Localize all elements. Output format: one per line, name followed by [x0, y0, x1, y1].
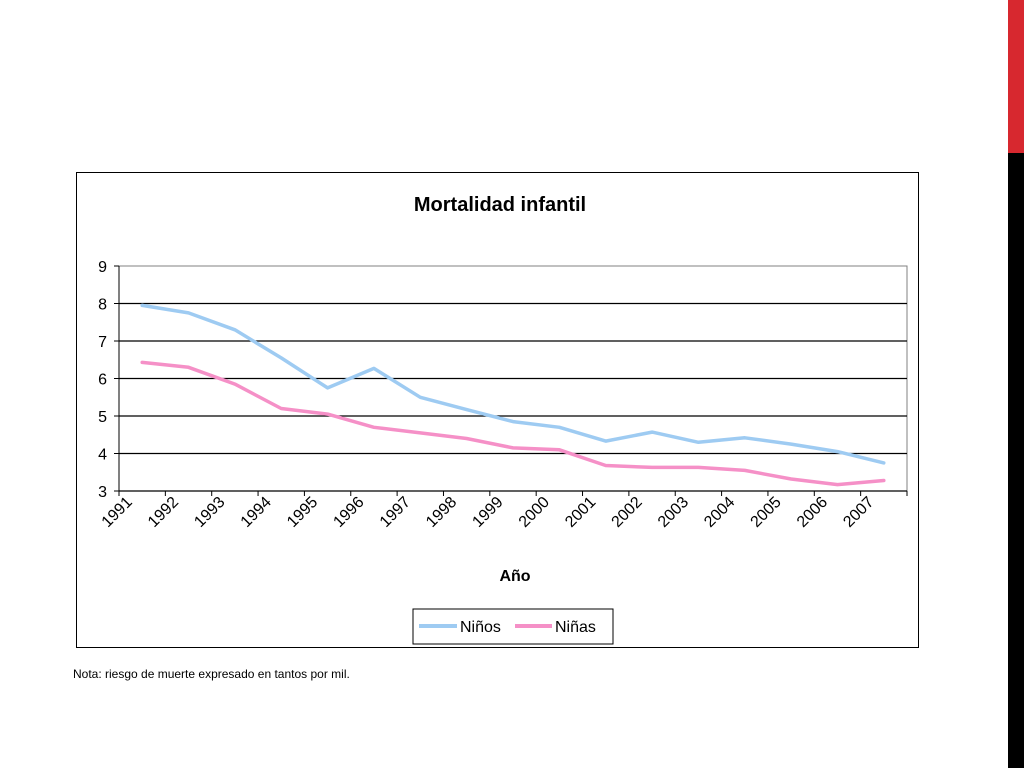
x-tick-label: 2004 — [701, 494, 738, 531]
y-tick-label: 8 — [98, 297, 107, 314]
x-tick-label: 1995 — [284, 494, 321, 531]
x-tick-label: 1999 — [469, 494, 506, 531]
y-tick-label: 7 — [98, 334, 107, 351]
gridlines — [119, 302, 907, 455]
y-tick-label: 3 — [98, 484, 107, 501]
x-tick-label: 1998 — [423, 494, 460, 531]
x-tick-label: 2007 — [840, 494, 877, 531]
x-tick-label: 1992 — [145, 494, 182, 531]
series-line-ninos — [140, 303, 886, 465]
x-tick-label: 1997 — [377, 494, 414, 531]
chart-title: Mortalidad infantil — [414, 194, 586, 216]
x-tick-label: 1996 — [330, 494, 367, 531]
series-lines — [140, 303, 886, 487]
x-axis-label: Año — [499, 568, 530, 585]
series-line-ninas — [140, 360, 886, 487]
y-tick-label: 5 — [98, 409, 107, 426]
x-tick-label: 2003 — [655, 494, 692, 531]
x-tick-label: 1994 — [238, 494, 275, 531]
legend: Niños Niñas — [412, 608, 614, 645]
side-accent-bar-black — [1008, 153, 1024, 768]
legend-label-ninas: Niñas — [555, 619, 596, 636]
x-tick-label: 2001 — [562, 494, 599, 531]
x-tick-label: 2006 — [794, 494, 831, 531]
x-tick-label: 2002 — [609, 494, 646, 531]
side-accent-bar-red — [1008, 0, 1024, 153]
footnote: Nota: riesgo de muerte expresado en tant… — [73, 667, 350, 681]
y-tick-label: 9 — [98, 259, 107, 276]
chart-frame: Mortalidad infantil 3 4 5 6 7 8 9 1991 1992 1993 1… — [76, 172, 919, 648]
y-tick-label: 4 — [98, 447, 107, 464]
legend-label-ninos: Niños — [460, 619, 501, 636]
x-tick-label: 2000 — [516, 494, 553, 531]
x-tick-label: 1993 — [191, 494, 228, 531]
x-tick-label: 2005 — [748, 494, 785, 531]
y-tick-label: 6 — [98, 372, 107, 389]
